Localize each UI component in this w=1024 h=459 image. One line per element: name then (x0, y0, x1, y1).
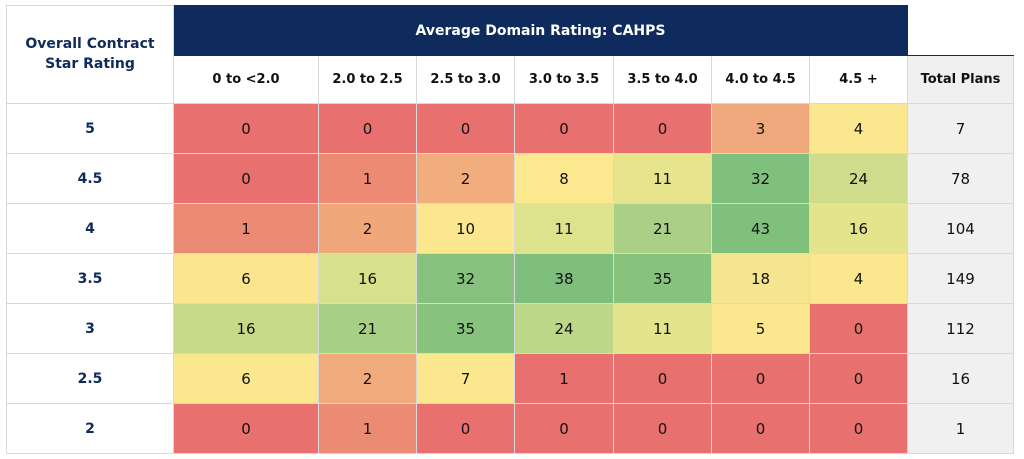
heat-cell: 2 (416, 153, 515, 204)
heat-cell: 2 (318, 203, 417, 254)
heat-cell: 38 (514, 253, 614, 304)
row-header: 5 (6, 103, 174, 154)
heat-cell: 21 (613, 203, 712, 254)
column-header: 3.5 to 4.0 (613, 55, 712, 104)
heat-cell: 0 (318, 103, 417, 154)
total-cell: 149 (907, 253, 1014, 304)
corner-header: Overall Contract Star Rating (6, 5, 174, 104)
total-cell: 112 (907, 303, 1014, 354)
row-header: 2 (6, 403, 174, 454)
heat-cell: 0 (613, 353, 712, 404)
heat-cell: 24 (514, 303, 614, 354)
row-header: 4 (6, 203, 174, 254)
blank-cell (907, 5, 1014, 56)
table-row: 4 1 2 10 11 21 43 16 104 (6, 203, 1014, 254)
column-header: 3.0 to 3.5 (514, 55, 614, 104)
heat-cell: 0 (173, 403, 319, 454)
row-header: 3 (6, 303, 174, 354)
column-header: 2.0 to 2.5 (318, 55, 417, 104)
heat-cell: 1 (318, 403, 417, 454)
total-cell: 78 (907, 153, 1014, 204)
heat-cell: 11 (613, 303, 712, 354)
heat-cell: 24 (809, 153, 908, 204)
heat-cell: 0 (809, 353, 908, 404)
heat-cell: 3 (711, 103, 810, 154)
column-header: 0 to <2.0 (173, 55, 319, 104)
heat-cell: 43 (711, 203, 810, 254)
heat-cell: 35 (613, 253, 712, 304)
group-header: Average Domain Rating: CAHPS (173, 5, 908, 56)
total-cell: 7 (907, 103, 1014, 154)
row-header: 3.5 (6, 253, 174, 304)
total-cell: 1 (907, 403, 1014, 454)
heat-cell: 16 (809, 203, 908, 254)
heat-cell: 0 (514, 103, 614, 154)
heat-cell: 1 (318, 153, 417, 204)
heat-cell: 2 (318, 353, 417, 404)
heat-cell: 18 (711, 253, 810, 304)
heat-cell: 7 (416, 353, 515, 404)
heatmap-table: Overall Contract Star Rating Average Dom… (6, 5, 1014, 454)
heat-cell: 8 (514, 153, 614, 204)
table-row: 4.5 0 1 2 8 11 32 24 78 (6, 153, 1014, 204)
heat-cell: 0 (711, 403, 810, 454)
heat-cell: 0 (173, 103, 319, 154)
table-row: 3 16 21 35 24 11 5 0 112 (6, 303, 1014, 354)
table-row: 3.5 6 16 32 38 35 18 4 149 (6, 253, 1014, 304)
heat-cell: 11 (514, 203, 614, 254)
heat-cell: 0 (416, 403, 515, 454)
heat-cell: 4 (809, 253, 908, 304)
column-header: 4.5 + (809, 55, 908, 104)
heat-cell: 6 (173, 353, 319, 404)
table-row: 2.5 6 2 7 1 0 0 0 16 (6, 353, 1014, 404)
heat-cell: 0 (711, 353, 810, 404)
heat-cell: 16 (318, 253, 417, 304)
total-cell: 104 (907, 203, 1014, 254)
heat-cell: 1 (514, 353, 614, 404)
heat-cell: 35 (416, 303, 515, 354)
heat-cell: 32 (711, 153, 810, 204)
heat-cell: 0 (514, 403, 614, 454)
heat-cell: 0 (613, 103, 712, 154)
row-header: 4.5 (6, 153, 174, 204)
heat-cell: 5 (711, 303, 810, 354)
heat-cell: 0 (613, 403, 712, 454)
heat-cell: 0 (809, 403, 908, 454)
heat-cell: 16 (173, 303, 319, 354)
total-cell: 16 (907, 353, 1014, 404)
heat-cell: 1 (173, 203, 319, 254)
heat-cell: 0 (809, 303, 908, 354)
heat-cell: 0 (416, 103, 515, 154)
total-header: Total Plans (907, 55, 1014, 104)
heat-cell: 32 (416, 253, 515, 304)
heat-cell: 21 (318, 303, 417, 354)
heat-cell: 4 (809, 103, 908, 154)
heat-cell: 10 (416, 203, 515, 254)
column-header: 2.5 to 3.0 (416, 55, 515, 104)
heat-cell: 6 (173, 253, 319, 304)
row-header: 2.5 (6, 353, 174, 404)
heat-cell: 0 (173, 153, 319, 204)
heat-cell: 11 (613, 153, 712, 204)
column-header: 4.0 to 4.5 (711, 55, 810, 104)
